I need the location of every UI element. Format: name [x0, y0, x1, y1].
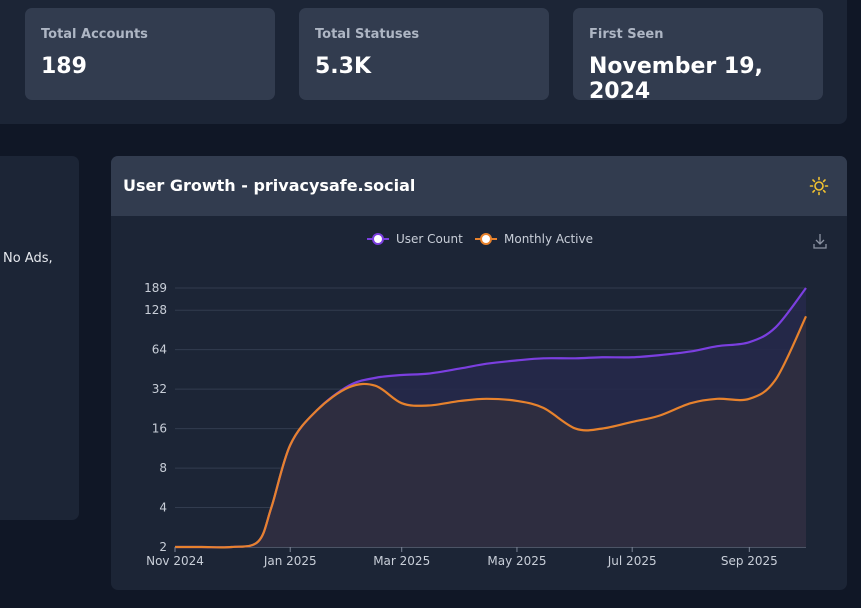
x-tick-label: Jan 2025: [263, 554, 317, 568]
user-growth-chart: 2 4 8 16 32 64 128 189 Nov 2024 Jan 2025 Mar 2025…: [144, 231, 830, 568]
legend-swatch-marker: [480, 233, 492, 245]
stat-label: First Seen: [589, 27, 664, 42]
x-tick-label: Nov 2024: [146, 554, 204, 568]
stat-label: Total Statuses: [315, 27, 420, 42]
legend-label: User Count: [396, 232, 463, 246]
stat-value: 5.3K: [315, 54, 372, 79]
y-tick-label: 8: [159, 461, 167, 475]
user-growth-card: User Growth - privacysafe.social 2 4 8 16 32…: [111, 156, 847, 590]
stat-value: November 19, 2024: [589, 54, 763, 104]
stat-label: Total Accounts: [41, 27, 148, 42]
y-tick-label: 32: [152, 382, 167, 396]
legend-swatch-marker: [372, 233, 384, 245]
stat-value: 189: [41, 54, 87, 79]
stat-card-total-statuses: Total Statuses 5.3K: [299, 8, 549, 100]
y-tick-label: 2: [159, 540, 167, 554]
y-tick-label: 189: [144, 281, 167, 295]
info-panel: No Ads,: [0, 156, 79, 520]
download-icon[interactable]: [810, 231, 830, 251]
chart-header: User Growth - privacysafe.social: [111, 156, 847, 216]
stat-card-total-accounts: Total Accounts 189: [25, 8, 275, 100]
y-tick-label: 128: [144, 303, 167, 317]
x-tick-label: Sep 2025: [721, 554, 778, 568]
y-tick-label: 4: [159, 501, 167, 515]
y-tick-label: 64: [152, 343, 167, 357]
chart-title: User Growth - privacysafe.social: [123, 176, 416, 195]
sun-icon[interactable]: [809, 176, 829, 196]
x-tick-label: May 2025: [487, 554, 546, 568]
legend-item[interactable]: Monthly Active: [475, 232, 593, 246]
stat-card-first-seen: First Seen November 19, 2024: [573, 8, 823, 104]
y-tick-label: 16: [152, 422, 167, 436]
info-text: No Ads,: [3, 251, 53, 266]
x-tick-label: Jul 2025: [607, 554, 657, 568]
legend-label: Monthly Active: [504, 232, 593, 246]
x-tick-label: Mar 2025: [373, 554, 430, 568]
legend-item[interactable]: User Count: [367, 232, 463, 246]
stats-panel: Total Accounts 189 Total Statuses 5.3K F…: [0, 0, 847, 124]
series-area-monthly-active: [175, 316, 806, 548]
series-line-monthly-active: [175, 315, 807, 549]
